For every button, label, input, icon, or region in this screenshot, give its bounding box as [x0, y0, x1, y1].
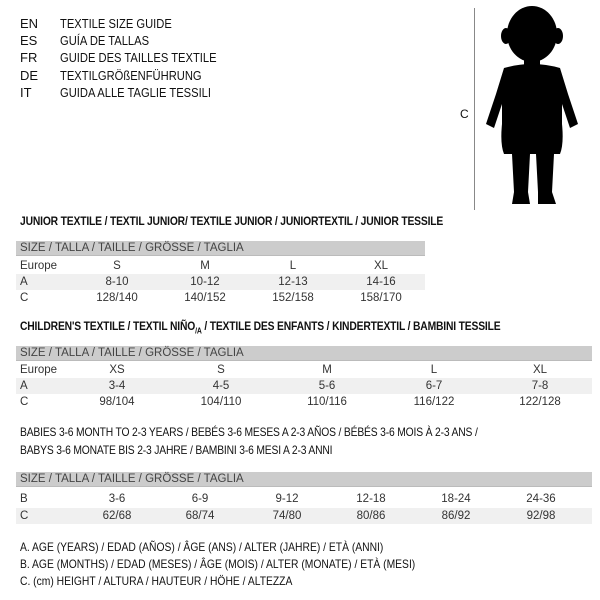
- table-cell: S: [113, 260, 121, 272]
- intro-title: GUÍA DE TALLAS: [60, 33, 150, 49]
- table-cell: 12-13: [278, 276, 308, 288]
- table-cell: 92/98: [526, 510, 556, 522]
- legend-item: C. (cm) HEIGHT / ALTURA / HAUTEUR / HÖHE…: [20, 574, 293, 588]
- babies-header: SIZE / TALLA / TAILLE / GRÖSSE / TAGLIA: [16, 472, 592, 487]
- table-cell: 8-10: [105, 276, 129, 288]
- table-cell: 24-36: [526, 493, 556, 505]
- legend-item: A. AGE (YEARS) / EDAD (AÑOS) / ÂGE (ANS)…: [20, 540, 384, 554]
- table-cell: L: [289, 260, 297, 272]
- table-row: C 62/68 68/74 74/80 80/86 86/92 92/98: [16, 508, 592, 524]
- table-cell: 6-9: [191, 493, 209, 505]
- intro-title: TEXTILGRÖßENFÜHRUNG: [60, 67, 202, 83]
- table-cell: 12-18: [356, 493, 386, 505]
- language-code: EN: [20, 16, 39, 31]
- table-row: B 3-6 6-9 9-12 12-18 18-24 24-36: [16, 491, 592, 507]
- table-cell: 116/122: [413, 396, 455, 408]
- table-cell: 122/128: [519, 396, 561, 408]
- table-cell: 9-12: [275, 493, 299, 505]
- babies-title-line1: BABIES 3-6 MONTH TO 2-3 YEARS / BEBÉS 3-…: [20, 425, 478, 439]
- children-header: SIZE / TALLA / TAILLE / GRÖSSE / TAGLIA: [16, 346, 592, 361]
- row-label: B: [20, 493, 28, 505]
- height-label: C: [460, 107, 469, 121]
- table-row: C 128/140 140/152 152/158 158/170: [16, 290, 425, 306]
- table-cell: 68/74: [185, 510, 215, 522]
- row-label: C: [20, 396, 29, 408]
- table-cell: 3-6: [108, 493, 126, 505]
- child-silhouette-icon: [486, 6, 578, 204]
- table-cell: 74/80: [272, 510, 302, 522]
- table-cell: 152/158: [272, 292, 314, 304]
- table-cell: 10-12: [190, 276, 220, 288]
- table-cell: 14-16: [366, 276, 396, 288]
- language-code: IT: [20, 84, 32, 100]
- height-line: [474, 8, 475, 210]
- table-cell: M: [200, 260, 210, 272]
- table-row: Europe XS S M L XL: [16, 362, 592, 378]
- table-cell: L: [430, 364, 438, 376]
- table-row: Europe S M L XL: [16, 258, 425, 274]
- table-cell: 62/68: [102, 510, 132, 522]
- children-title-sub: /A: [195, 326, 202, 336]
- language-code: ES: [20, 33, 38, 49]
- babies-title-line2: BABYS 3-6 MONATE BIS 2-3 JAHRE / BAMBINI…: [20, 443, 333, 457]
- table-cell: 3-4: [108, 380, 126, 392]
- table-cell: 6-7: [425, 380, 443, 392]
- row-label: A: [20, 276, 28, 288]
- intro-title: TEXTILE SIZE GUIDE: [60, 16, 172, 31]
- table-cell: 80/86: [356, 510, 386, 522]
- intro-title: GUIDA ALLE TAGLIE TESSILI: [60, 84, 212, 100]
- table-row: C 98/104 104/110 110/116 116/122 122/128: [16, 394, 592, 410]
- table-cell: XL: [373, 260, 389, 272]
- row-label: C: [20, 510, 29, 522]
- junior-title: JUNIOR TEXTILE / TEXTIL JUNIOR/ TEXTILE …: [20, 214, 444, 228]
- language-code: FR: [20, 50, 38, 66]
- children-title-b: / TEXTILE DES ENFANTS / KINDERTEXTIL / B…: [201, 319, 501, 333]
- row-label: A: [20, 380, 28, 392]
- table-cell: XS: [109, 364, 125, 376]
- legend-item: B. AGE (MONTHS) / EDAD (MESES) / ÂGE (MO…: [20, 557, 416, 571]
- children-title-a: CHILDREN'S TEXTILE / TEXTIL NIÑO: [20, 319, 196, 333]
- table-cell: 128/140: [96, 292, 138, 304]
- table-cell: XL: [532, 364, 548, 376]
- table-cell: S: [217, 364, 225, 376]
- table-cell: 5-6: [318, 380, 336, 392]
- table-row: A 3-4 4-5 5-6 6-7 7-8: [16, 378, 592, 394]
- table-cell: 140/152: [184, 292, 226, 304]
- table-cell: 110/116: [307, 396, 347, 408]
- table-cell: 4-5: [212, 380, 230, 392]
- children-title: CHILDREN'S TEXTILE / TEXTIL NIÑO/A / TEX…: [20, 319, 501, 336]
- junior-header: SIZE / TALLA / TAILLE / GRÖSSE / TAGLIA: [16, 241, 425, 256]
- table-row: A 8-10 10-12 12-13 14-16: [16, 274, 425, 290]
- table-cell: 104/110: [200, 396, 242, 408]
- language-code: DE: [20, 67, 39, 83]
- table-cell: 86/92: [441, 510, 471, 522]
- table-cell: 7-8: [531, 380, 549, 392]
- row-label: Europe: [20, 260, 58, 272]
- table-cell: 18-24: [441, 493, 471, 505]
- table-cell: M: [322, 364, 332, 376]
- row-label: Europe: [20, 364, 58, 376]
- table-cell: 98/104: [99, 396, 135, 408]
- intro-title: GUIDE DES TAILLES TEXTILE: [60, 50, 217, 66]
- table-cell: 158/170: [360, 292, 402, 304]
- row-label: C: [20, 292, 29, 304]
